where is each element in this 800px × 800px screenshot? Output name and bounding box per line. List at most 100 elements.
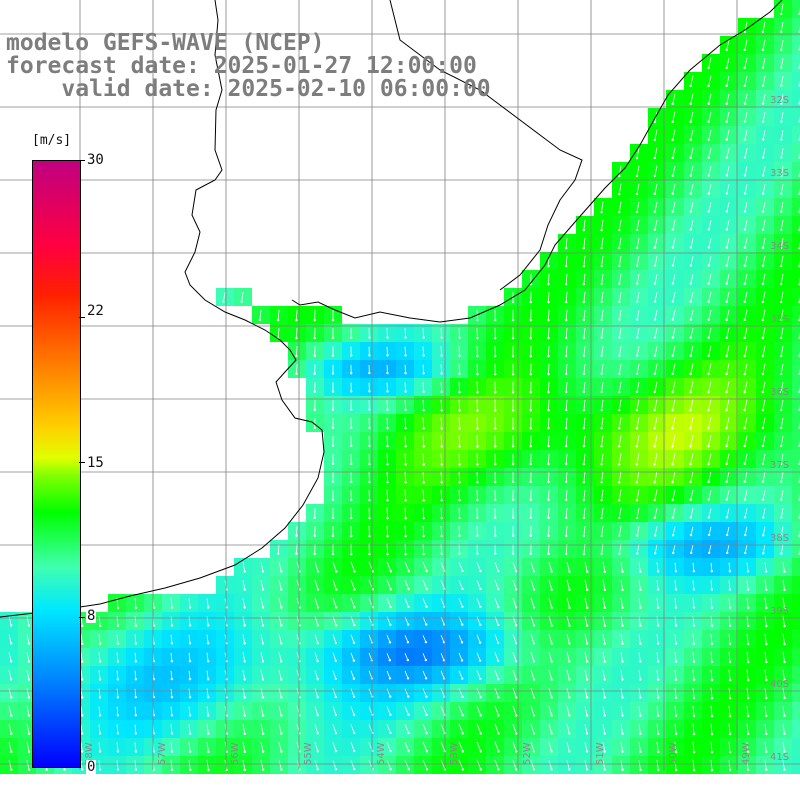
wind-arrow: [690, 310, 694, 320]
wind-arrow: [566, 615, 570, 626]
wind-speed-cell: [630, 288, 648, 306]
wind-arrow: [638, 598, 641, 608]
wind-arrow-head: [331, 444, 335, 447]
wind-arrow: [762, 381, 766, 393]
wind-arrow-head: [710, 569, 714, 573]
wind-arrow: [422, 364, 425, 374]
wind-arrow-head: [780, 48, 783, 51]
wind-arrow-head: [335, 606, 338, 609]
wind-speed-cell: [684, 702, 702, 720]
wind-arrow-head: [586, 588, 589, 592]
wind-speed-cell: [396, 648, 414, 666]
wind-speed-cell: [342, 756, 360, 774]
wind-arrow: [744, 255, 748, 266]
lat-label: 34S: [770, 241, 789, 252]
wind-arrow: [726, 435, 730, 447]
wind-arrow: [170, 598, 173, 608]
wind-speed-cell: [720, 180, 738, 198]
wind-speed-cell: [738, 576, 756, 594]
wind-arrow: [548, 651, 553, 662]
wind-arrow-head: [547, 282, 550, 286]
wind-speed-cell: [702, 540, 720, 558]
wind-speed-cell: [576, 504, 594, 522]
wind-arrow: [708, 309, 712, 320]
wind-arrow: [8, 652, 12, 662]
wind-speed-cell: [234, 738, 252, 756]
wind-arrow: [314, 760, 319, 770]
wind-arrow-head: [689, 516, 693, 519]
wind-arrow: [422, 417, 425, 429]
wind-arrow-head: [352, 641, 356, 644]
wind-speed-cell: [630, 540, 648, 558]
wind-speed-cell: [630, 504, 648, 522]
wind-arrow: [708, 399, 712, 411]
wind-arrow-head: [316, 606, 320, 609]
wind-arrow-head: [564, 552, 568, 556]
wind-arrow: [690, 526, 694, 536]
wind-arrow-head: [674, 624, 678, 627]
wind-arrow-head: [334, 624, 338, 627]
wind-arrow-head: [780, 120, 783, 123]
wind-arrow-head: [743, 354, 746, 358]
wind-speed-cell: [594, 738, 612, 756]
wind-arrow: [782, 579, 785, 590]
wind-speed-cell: [756, 702, 774, 720]
wind-arrow-head: [780, 516, 783, 519]
wind-speed-cell: [684, 666, 702, 684]
wind-speed-cell: [270, 612, 288, 630]
wind-arrow-head: [425, 768, 429, 771]
wind-speed-cell: [792, 414, 800, 432]
wind-arrow: [618, 417, 622, 429]
wind-arrow-head: [497, 569, 500, 573]
wind-arrow: [674, 705, 677, 716]
wind-speed-cell: [720, 486, 738, 504]
wind-speed-cell: [720, 666, 738, 684]
wind-arrow-head: [98, 732, 102, 735]
wind-speed-cell: [774, 90, 792, 108]
wind-arrow-head: [762, 534, 765, 537]
wind-speed-cell: [180, 684, 198, 702]
wind-speed-cell: [594, 540, 612, 558]
wind-speed-cell: [540, 738, 558, 756]
wind-speed-cell: [792, 504, 800, 522]
wind-speed-cell: [576, 468, 594, 486]
wind-arrow-head: [188, 642, 192, 645]
wind-speed-cell: [594, 630, 612, 648]
wind-arrow-head: [783, 768, 786, 771]
wind-arrow-head: [568, 588, 571, 592]
wind-arrow: [764, 562, 767, 572]
wind-arrow: [116, 742, 119, 752]
wind-arrow-head: [550, 570, 553, 573]
title-model: modelo GEFS-WAVE (NCEP): [6, 30, 325, 56]
wind-arrow-head: [780, 30, 783, 34]
wind-arrow: [726, 130, 730, 140]
wind-arrow: [764, 687, 767, 699]
wind-arrow: [440, 399, 443, 411]
wind-arrow-head: [653, 354, 657, 357]
wind-arrow: [278, 562, 282, 572]
wind-arrow-head: [689, 102, 692, 106]
wind-speed-cell: [432, 702, 450, 720]
wind-arrow: [780, 148, 784, 158]
wind-arrow: [530, 705, 535, 716]
wind-speed-cell: [180, 648, 198, 666]
wind-arrow: [710, 651, 713, 662]
wind-arrow-head: [368, 552, 371, 556]
wind-speed-cell: [234, 756, 252, 774]
wind-arrow-head: [582, 354, 586, 358]
wind-arrow-head: [582, 426, 586, 430]
wind-arrow-head: [27, 714, 31, 717]
wind-arrow-head: [621, 678, 624, 681]
wind-arrow-head: [550, 624, 553, 627]
wind-speed-cell: [468, 738, 486, 756]
wind-arrow-head: [243, 750, 247, 754]
wind-arrow: [618, 219, 622, 231]
wind-arrow: [601, 417, 604, 429]
wind-arrow-head: [618, 516, 621, 520]
wind-arrow-head: [761, 66, 765, 69]
wind-arrow-head: [765, 732, 768, 736]
wind-speed-cell: [720, 144, 738, 162]
wind-speed-cell: [126, 756, 144, 774]
wind-arrow: [726, 166, 730, 176]
wind-speed-cell: [540, 702, 558, 720]
